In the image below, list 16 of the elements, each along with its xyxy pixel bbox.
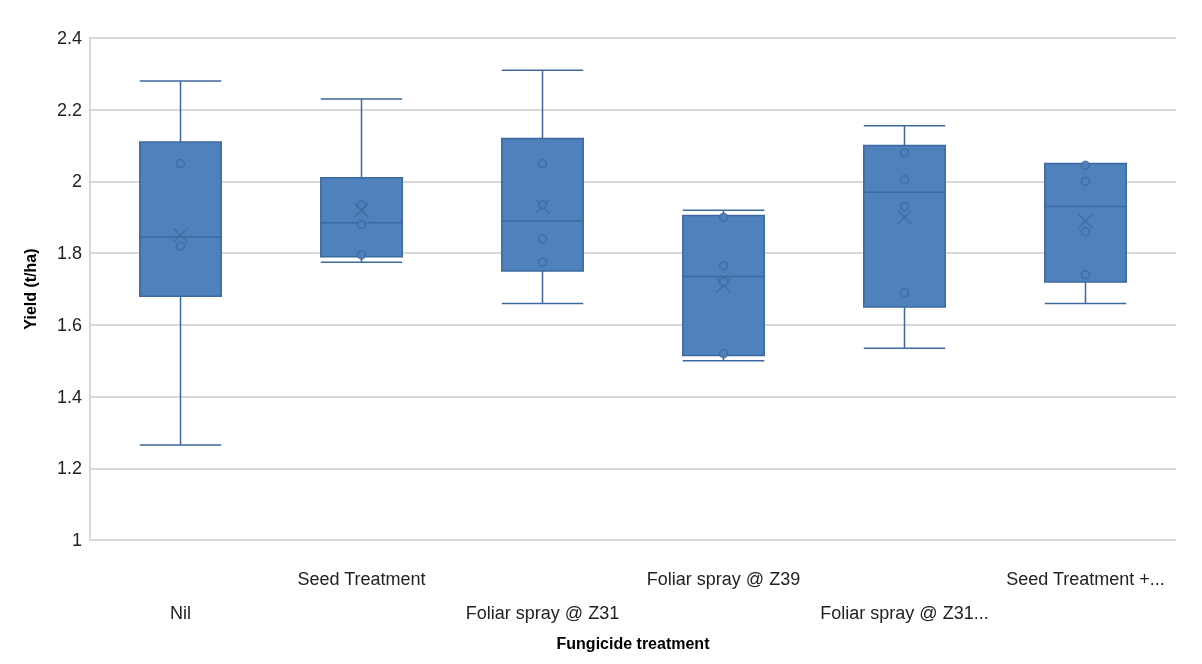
x-tick-label: Seed Treatment +...	[1006, 569, 1165, 590]
y-tick-label: 1.2	[56, 458, 82, 479]
y-tick-label: 2.2	[56, 99, 82, 120]
x-axis-title: Fungicide treatment	[556, 634, 711, 652]
x-tick-label: Nil	[170, 603, 191, 624]
x-tick-label: Foliar spray @ Z31...	[820, 603, 989, 624]
x-tick-label: Foliar spray @ Z39	[646, 569, 801, 590]
x-tick-label: Seed Treatment	[297, 569, 426, 590]
x-tick-label: Foliar spray @ Z31	[465, 603, 620, 624]
y-tick-label: 1.8	[56, 243, 82, 264]
y-tick-label: 2	[71, 171, 82, 192]
y-tick-label: 1.4	[56, 386, 82, 407]
y-tick-label: 1	[71, 530, 82, 551]
y-tick-label: 2.4	[56, 28, 82, 48]
y-tick-label: 1.6	[56, 314, 82, 335]
y-axis-title: Yield (t/ha)	[21, 248, 39, 330]
